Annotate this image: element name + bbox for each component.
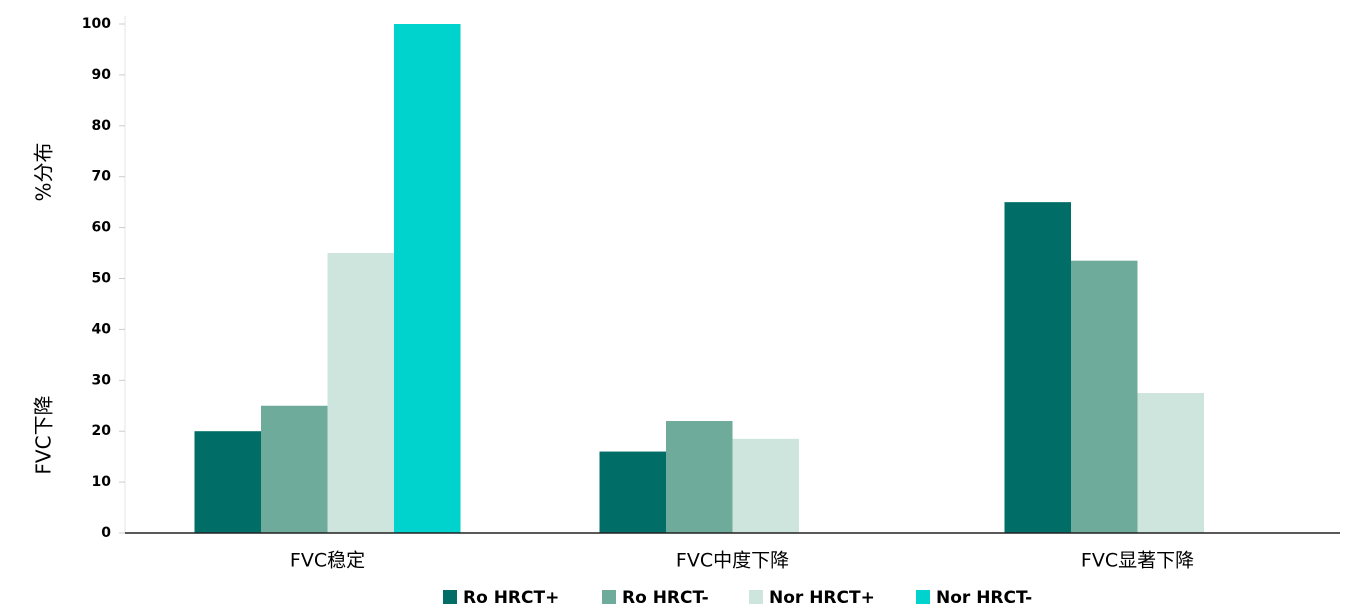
- legend-label: Nor HRCT+: [769, 588, 875, 608]
- bar: [732, 438, 799, 533]
- y-tick-label: 80: [92, 118, 112, 134]
- bar: [1137, 393, 1204, 533]
- y-tick-label: 100: [82, 16, 111, 32]
- legend-label: Ro HRCT-: [622, 588, 709, 608]
- y-tick-label: 40: [92, 321, 112, 337]
- x-tick-label: FVC稳定: [290, 550, 365, 572]
- y-axis-label: FVC下降: [32, 395, 56, 474]
- bar: [194, 431, 261, 533]
- bar: [666, 421, 733, 533]
- y-tick-label: 70: [92, 169, 112, 185]
- y-tick-label: 10: [92, 474, 112, 490]
- bar: [394, 24, 461, 533]
- legend-swatch: [443, 590, 457, 604]
- bar: [327, 253, 394, 534]
- legend-label: Ro HRCT+: [463, 588, 559, 608]
- y-tick-label: 50: [92, 271, 112, 287]
- bar: [599, 451, 666, 533]
- legend-label: Nor HRCT-: [936, 588, 1032, 608]
- x-tick-label: FVC中度下降: [676, 550, 789, 572]
- y-tick-label: 0: [101, 525, 111, 541]
- x-tick-label: FVC显著下降: [1081, 550, 1194, 572]
- legend-swatch: [602, 590, 616, 604]
- legend-swatch: [916, 590, 930, 604]
- y-tick-label: 60: [92, 220, 112, 236]
- y-tick-label: 30: [92, 372, 112, 388]
- legend-swatch: [749, 590, 763, 604]
- y-axis-label: %分布: [32, 142, 56, 201]
- bar: [1004, 202, 1071, 533]
- bar: [1071, 260, 1138, 533]
- y-tick-label: 20: [92, 423, 112, 439]
- bar: [261, 405, 328, 533]
- y-tick-label: 90: [92, 67, 112, 83]
